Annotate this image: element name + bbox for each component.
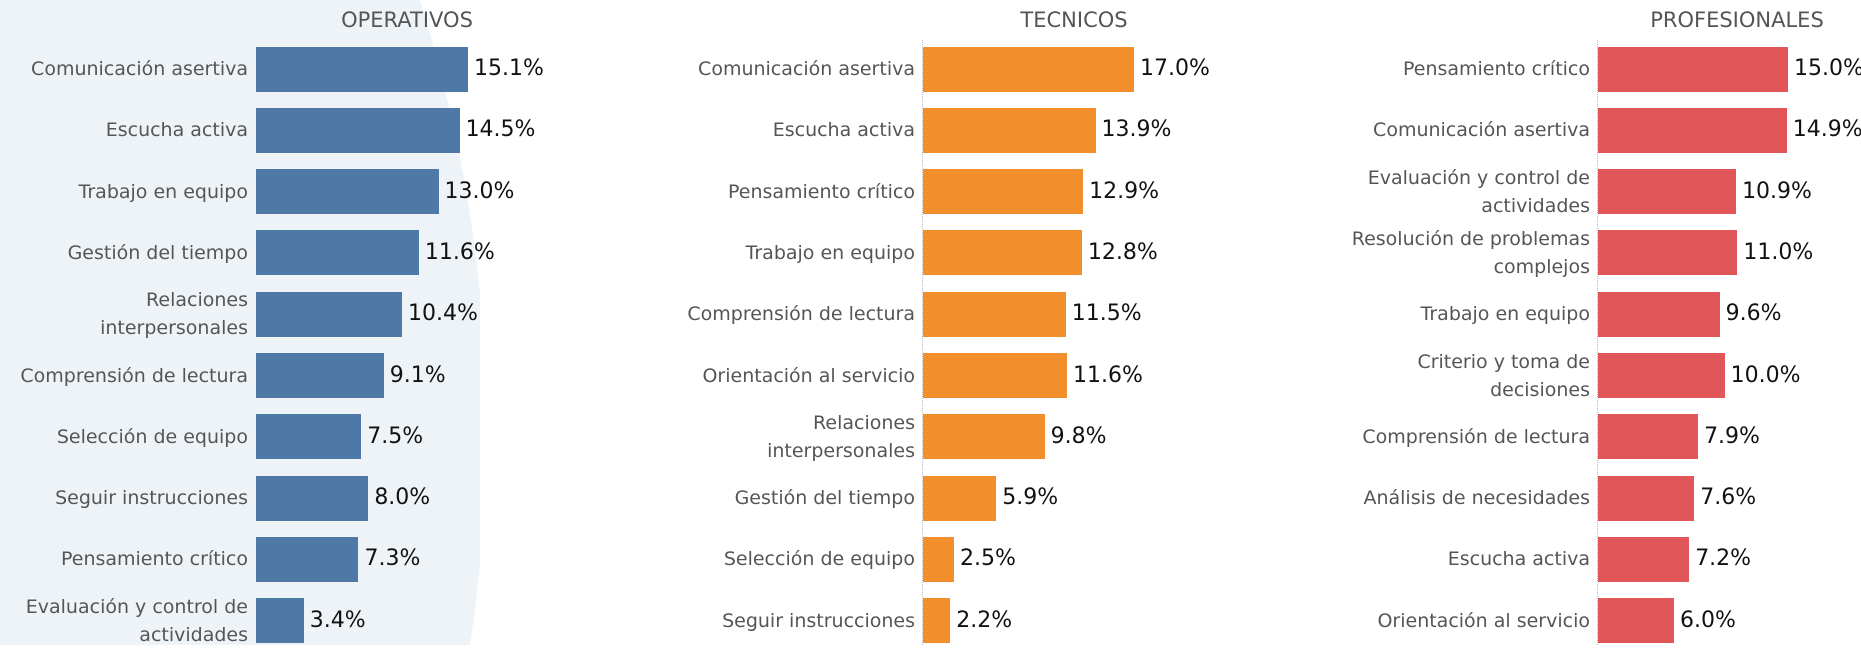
bar — [1598, 414, 1699, 460]
bar — [1598, 475, 1695, 521]
value-label: 10.9% — [1742, 178, 1812, 204]
category-label: Pensamiento crítico — [1402, 58, 1590, 80]
value-label: 8.0% — [374, 485, 431, 511]
bar — [1598, 536, 1690, 582]
bar — [1598, 107, 1787, 153]
bar — [923, 107, 1096, 153]
category-label: Trabajo en equipo — [78, 180, 248, 203]
value-label: 9.8% — [1050, 423, 1107, 449]
value-label: 15.0% — [1794, 56, 1861, 81]
value-label: 13.0% — [444, 178, 515, 204]
bar — [256, 169, 439, 215]
bar — [923, 46, 1134, 92]
value-label: 7.9% — [1704, 423, 1760, 449]
category-label: Seguir instrucciones — [722, 609, 915, 632]
value-label: 13.9% — [1101, 117, 1172, 143]
category-label: Comunicación asertiva — [1373, 119, 1590, 142]
category-label: Criterio y toma de decisiones — [1417, 350, 1590, 401]
value-label: 2.2% — [956, 607, 1013, 633]
bar — [923, 353, 1067, 398]
category-label: Pensamiento crítico — [727, 180, 915, 203]
value-label: 10.4% — [408, 301, 478, 327]
category-label: Escucha activa — [1447, 548, 1590, 571]
category-label: Orientación al servicio — [702, 364, 915, 387]
category-label: Pensamiento crítico — [60, 548, 248, 571]
value-label: 11.5% — [1071, 301, 1142, 327]
bar — [256, 230, 419, 276]
value-label: 10.0% — [1730, 362, 1801, 388]
bar — [923, 230, 1082, 276]
bar — [256, 107, 460, 153]
bar — [256, 414, 362, 460]
value-label: 9.1% — [389, 362, 446, 388]
value-label: 6.0% — [1680, 607, 1736, 633]
bar — [923, 475, 997, 521]
value-label: 2.5% — [960, 546, 1016, 572]
axis-line — [1597, 40, 1598, 645]
category-label: Relaciones interpersonales — [100, 289, 248, 340]
bar — [1598, 291, 1720, 337]
bar — [923, 414, 1045, 460]
category-label: Evaluación y control de actividades — [1367, 166, 1590, 217]
value-label: 7.2% — [1695, 546, 1752, 572]
bar — [256, 536, 359, 582]
value-label: 14.9% — [1792, 117, 1861, 143]
category-label: Orientación al servicio — [1377, 609, 1590, 632]
bar — [1598, 353, 1725, 398]
bar — [923, 536, 955, 582]
category-label: Seguir instrucciones — [55, 487, 248, 510]
category-label: Comprensión de lectura — [1362, 425, 1590, 448]
category-label: Evaluación y control de actividades — [25, 595, 248, 646]
value-label: 14.5% — [465, 117, 536, 143]
bar — [256, 475, 369, 521]
bar — [923, 598, 951, 644]
value-label: 11.6% — [424, 239, 495, 265]
value-label: 7.5% — [367, 423, 424, 449]
value-label: 9.6% — [1725, 301, 1782, 327]
value-label: 11.6% — [1072, 362, 1143, 388]
bar — [256, 291, 402, 337]
category-label: Comunicación asertiva — [31, 58, 248, 80]
category-label: Resolución de problemas complejos — [1351, 227, 1590, 278]
bar — [1598, 169, 1737, 215]
bar — [923, 169, 1084, 215]
category-label: Selección de equipo — [56, 425, 248, 448]
category-label: Escucha activa — [772, 119, 915, 142]
bar — [256, 598, 304, 644]
bar — [923, 291, 1066, 337]
chart-title: OPERATIVOS — [341, 8, 473, 32]
category-label: Trabajo en equipo — [745, 241, 915, 264]
chart-title: PROFESIONALES — [1650, 8, 1824, 32]
category-label: Análisis de necesidades — [1363, 487, 1590, 510]
axis-line — [922, 40, 923, 645]
value-label: 12.8% — [1087, 239, 1158, 265]
bar — [1598, 46, 1788, 92]
category-label: Comprensión de lectura — [20, 364, 248, 387]
category-label: Gestión del tiempo — [67, 241, 248, 264]
category-label: Gestión del tiempo — [734, 487, 915, 510]
value-label: 15.1% — [474, 56, 544, 81]
value-label: 11.0% — [1743, 239, 1814, 265]
category-label: Relaciones interpersonales — [767, 411, 915, 462]
category-label: Comunicación asertiva — [698, 58, 915, 80]
bar — [1598, 230, 1738, 276]
bar — [256, 353, 384, 398]
bar — [256, 46, 468, 92]
category-label: Selección de equipo — [723, 548, 915, 571]
category-label: Escucha activa — [105, 119, 248, 142]
value-label: 5.9% — [1002, 485, 1059, 511]
value-label: 7.3% — [364, 546, 421, 572]
value-label: 12.9% — [1089, 178, 1159, 204]
category-label: Trabajo en equipo — [1420, 303, 1590, 326]
bar — [1598, 598, 1674, 644]
category-label: Comprensión de lectura — [687, 303, 915, 326]
chart-title: TECNICOS — [1020, 8, 1128, 32]
value-label: 3.4% — [309, 607, 366, 633]
value-label: 17.0% — [1140, 56, 1210, 81]
value-label: 7.6% — [1700, 485, 1757, 511]
